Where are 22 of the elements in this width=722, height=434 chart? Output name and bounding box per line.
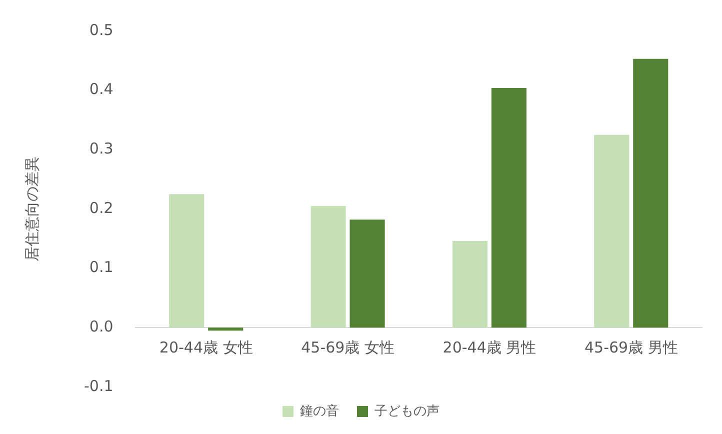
x-tick-label: 20-44歳 女性 <box>159 338 253 357</box>
bar <box>350 220 385 328</box>
bar <box>208 328 244 331</box>
y-tick-label: 0.5 <box>89 20 114 39</box>
y-axis-title: 居住意向の差異 <box>22 156 41 262</box>
bar <box>594 134 630 328</box>
y-tick-label: 0.1 <box>89 258 114 276</box>
bar <box>169 194 204 328</box>
bar <box>491 88 526 328</box>
y-tick-label: 0.0 <box>89 318 114 336</box>
y-tick-label: 0.2 <box>89 198 114 217</box>
bar <box>633 58 668 328</box>
legend-label: 鐘の音 <box>300 404 339 419</box>
bar <box>310 206 346 328</box>
y-tick-label: 0.3 <box>89 140 114 158</box>
x-tick-label: 45-69歳 男性 <box>584 338 678 357</box>
y-tick-label: -0.1 <box>84 376 114 395</box>
bar <box>452 241 488 328</box>
y-tick-label: 0.4 <box>89 80 114 98</box>
legend-label: 子どもの声 <box>374 404 440 419</box>
x-tick-label: 45-69歳 女性 <box>301 338 394 357</box>
x-tick-label: 20-44歳 男性 <box>442 338 536 357</box>
